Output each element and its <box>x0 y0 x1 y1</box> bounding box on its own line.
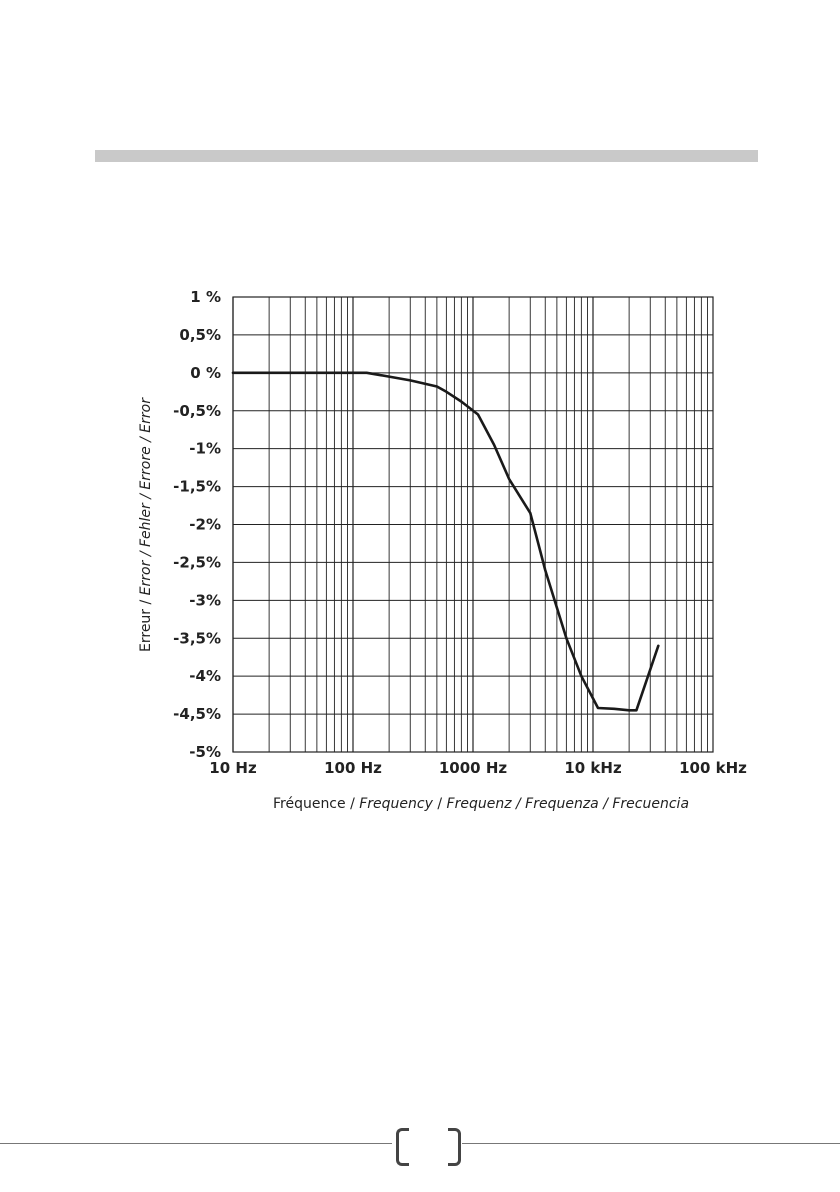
plot-border <box>232 296 714 753</box>
series-layer <box>231 371 660 712</box>
footer-line-right <box>462 1143 840 1144</box>
y-tick-label: 0 % <box>190 364 221 382</box>
page-number-bracket-left <box>396 1128 409 1166</box>
y-tick-label: -3,5% <box>173 629 221 647</box>
y-tick-label: -5% <box>189 743 221 761</box>
x-tick-label: 1000 Hz <box>439 759 508 777</box>
x-tick-labels: 10 Hz 100 Hz 1000 Hz 10 kHz 100 kHz <box>209 759 747 777</box>
y-tick-label: -2% <box>189 516 221 534</box>
series-line-error <box>231 371 660 712</box>
x-tick-label: 10 kHz <box>564 759 622 777</box>
y-tick-label: 1 % <box>190 288 221 306</box>
y-tick-label: -0,5% <box>173 402 221 420</box>
x-tick-label: 10 Hz <box>209 759 257 777</box>
y-tick-label: -1,5% <box>173 478 221 496</box>
header-bar <box>95 150 758 162</box>
y-tick-label: 0,5% <box>179 326 221 344</box>
y-tick-label: -4,5% <box>173 705 221 723</box>
y-tick-label: -1% <box>189 440 221 458</box>
x-axis-title: Fréquence / Frequency / Frequenz / Frequ… <box>273 796 689 812</box>
x-tick-label: 100 Hz <box>324 759 382 777</box>
footer-line-left <box>0 1143 392 1144</box>
x-tick-label: 100 kHz <box>679 759 747 777</box>
y-tick-label: -4% <box>189 667 221 685</box>
grid <box>232 296 713 753</box>
y-tick-label: -3% <box>189 591 221 609</box>
plot-frame <box>232 296 714 753</box>
page-number-bracket-right <box>448 1128 461 1166</box>
y-tick-labels: 1 % 0,5% 0 % -0,5% -1% -1,5% -2% -2,5% -3% -3,5% -… <box>173 288 221 761</box>
y-axis-title: Erreur / Error / Fehler / Errore / Error <box>138 397 154 652</box>
y-tick-label: -2,5% <box>173 553 221 571</box>
